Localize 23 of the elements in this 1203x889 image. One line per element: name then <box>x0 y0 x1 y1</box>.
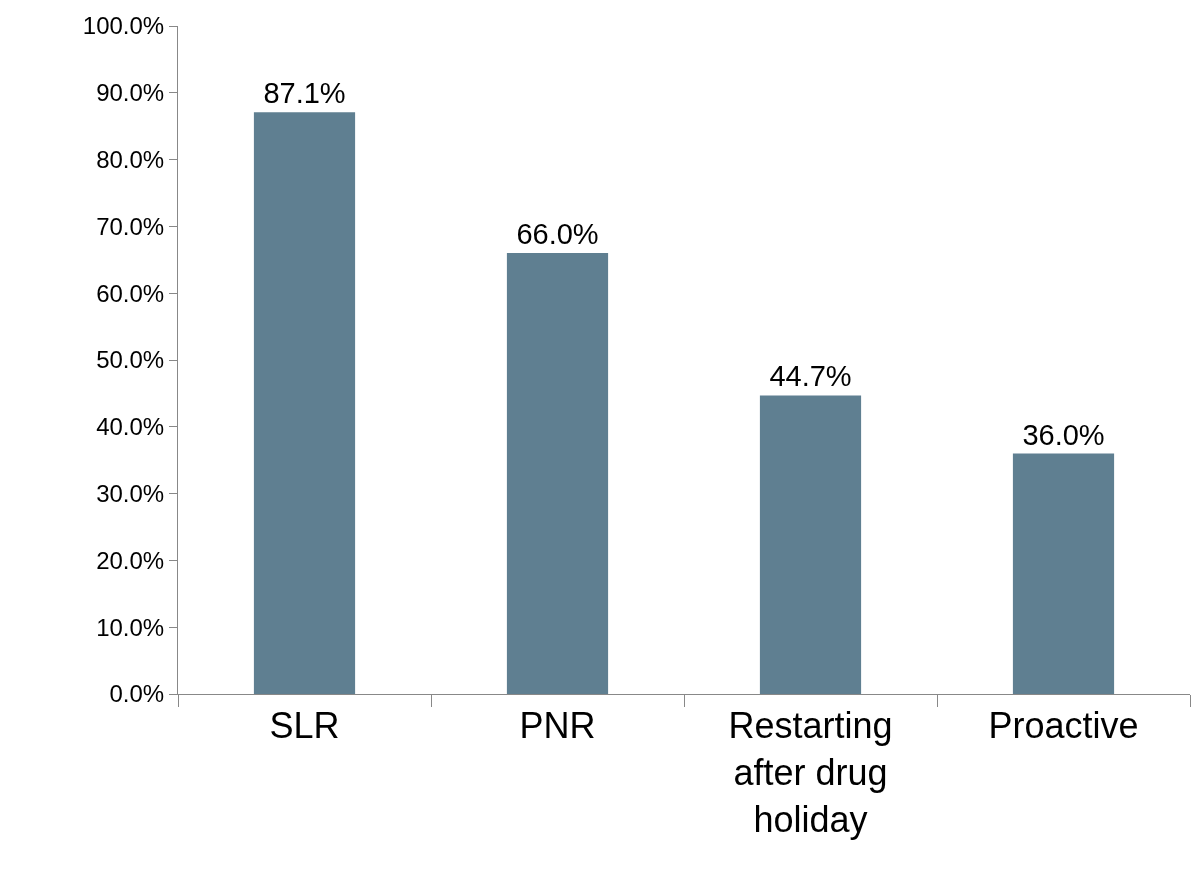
y-tick-label: 100.0% <box>82 12 165 40</box>
x-tick-label: Restarting after drug holiday <box>728 705 893 840</box>
y-tick-label: 90.0% <box>96 79 165 107</box>
y-tick-label: 80.0% <box>96 146 165 173</box>
y-tick-label: 40.0% <box>96 413 165 441</box>
y-tick-label: 20.0% <box>96 546 165 574</box>
x-tick-label: PNR <box>519 705 596 747</box>
data-label: 66.0% <box>516 218 599 251</box>
bar <box>759 395 862 694</box>
y-tick-label: 10.0% <box>96 613 165 641</box>
y-tick-label: 30.0% <box>96 480 165 507</box>
data-label: 36.0% <box>1022 418 1105 451</box>
y-tick-label: 70.0% <box>96 212 165 240</box>
x-tick-label: SLR <box>269 705 340 747</box>
y-tick-label: 60.0% <box>96 279 165 307</box>
bar <box>506 253 609 694</box>
y-tick-label: 0.0% <box>109 680 165 708</box>
bar <box>1012 453 1115 694</box>
y-tick-label: 50.0% <box>96 346 165 374</box>
bar <box>253 112 356 694</box>
x-tick-label: Proactive <box>988 705 1139 747</box>
data-label: 44.7% <box>769 360 852 393</box>
data-label: 87.1% <box>263 77 346 110</box>
